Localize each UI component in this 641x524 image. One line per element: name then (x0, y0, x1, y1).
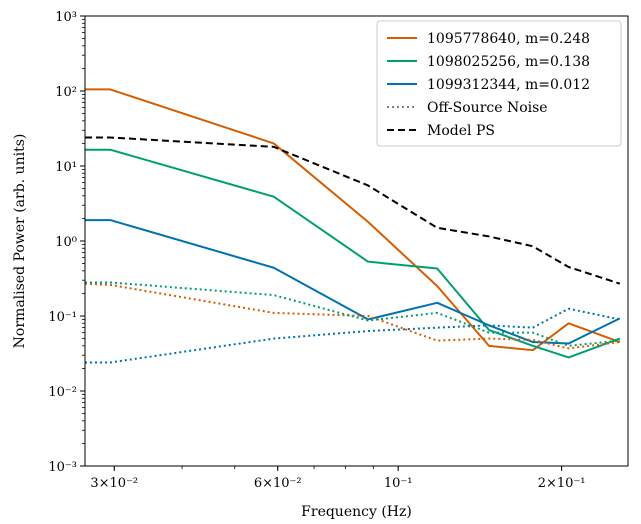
series-line-6 (85, 307, 621, 364)
ticks-layer: 3×10⁻² 6×10⁻² 10⁻¹ 2×10⁻¹ 10⁻³ 10⁻² 10⁻¹ 10⁰ 10¹… (48, 10, 585, 491)
y-tick-label: 10³ (55, 10, 77, 25)
x-tick-label: 3×10⁻² (90, 476, 138, 491)
legend-label: Off-Source Noise (427, 100, 548, 116)
series-line-2 (85, 148, 621, 359)
x-tick-label: 6×10⁻² (254, 476, 302, 491)
series-line-5 (85, 281, 620, 347)
x-tick-label: 2×10⁻¹ (538, 476, 586, 491)
y-axis-label: Normalised Power (arb. units) (12, 134, 28, 349)
series-line-4 (85, 282, 620, 350)
legend-label: 1099312344, m=0.012 (427, 77, 590, 93)
x-axis-label: Frequency (Hz) (301, 504, 412, 520)
legend-label: Model PS (427, 123, 495, 139)
legend-box (376, 20, 622, 147)
legend-label: 1095778640, m=0.248 (427, 31, 590, 47)
series-line-7 (85, 136, 621, 285)
x-tick-label: 10⁻¹ (384, 476, 413, 491)
y-tick-label: 10² (55, 85, 77, 100)
legend: 1095778640, m=0.248 1098025256, m=0.138 10… (376, 20, 622, 147)
y-tick-label: 10¹ (55, 160, 77, 175)
y-tick-label: 10⁻² (48, 385, 77, 400)
series-line-3 (85, 219, 621, 345)
y-tick-label: 10⁻³ (48, 460, 77, 475)
y-tick-label: 10⁻¹ (48, 310, 77, 325)
series-line-1 (85, 88, 621, 352)
y-tick-label: 10⁰ (55, 235, 77, 250)
series-layer (85, 88, 621, 364)
legend-label: 1098025256, m=0.138 (427, 54, 590, 70)
